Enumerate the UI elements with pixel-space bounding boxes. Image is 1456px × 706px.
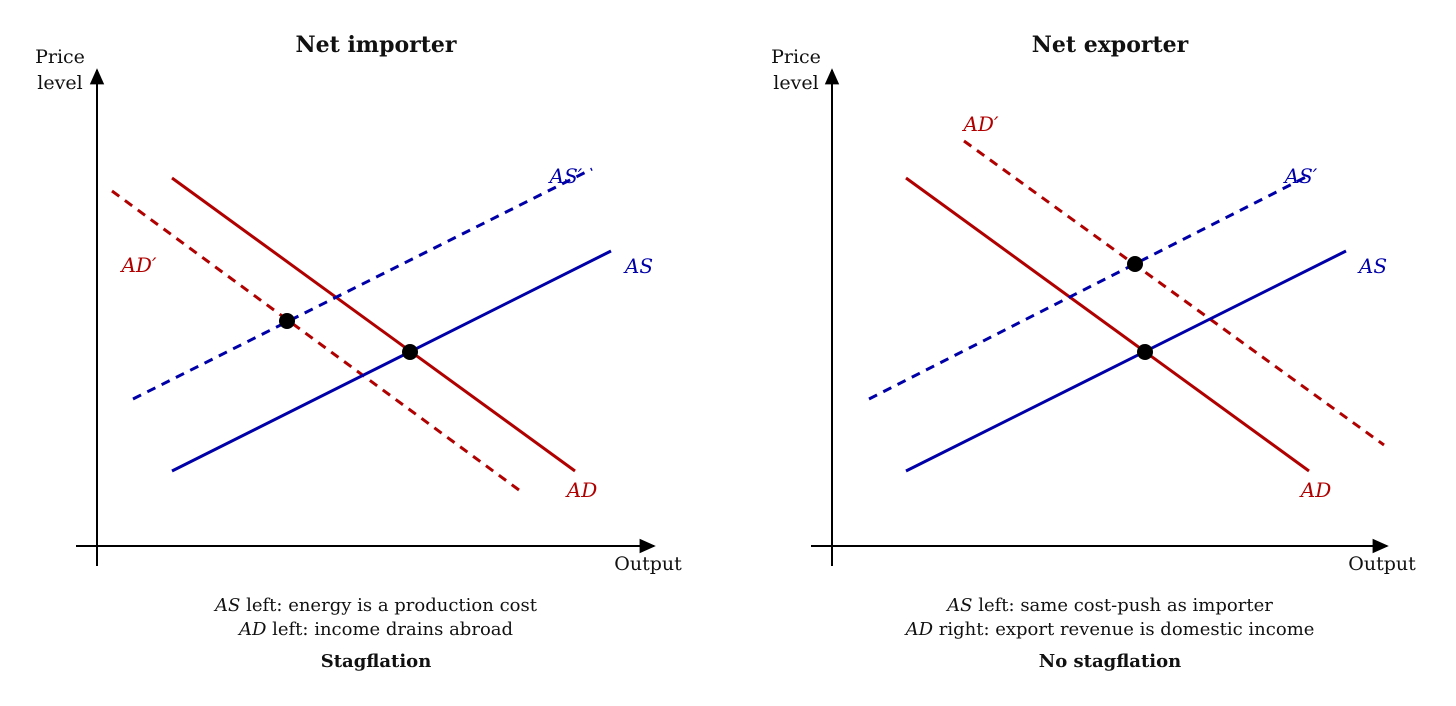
caption-var: AS bbox=[945, 595, 972, 616]
panel-title: Net importer bbox=[296, 32, 457, 58]
caption-line1: AS left: energy is a production cost bbox=[213, 595, 538, 616]
as-label: AS bbox=[623, 254, 653, 278]
equilibrium-point-initial bbox=[1137, 344, 1153, 360]
caption-line1: AS left: same cost-push as importer bbox=[945, 595, 1273, 616]
panel-title: Net exporter bbox=[1032, 32, 1189, 58]
equilibrium-point-new bbox=[1127, 256, 1143, 272]
panel-importer: Net importer Price level Output AS′ AS A… bbox=[35, 32, 682, 672]
ad-curve bbox=[905, 176, 1310, 473]
equilibrium-point-initial bbox=[402, 344, 418, 360]
caption-text: left: energy is a production cost bbox=[240, 595, 537, 616]
ad-shifted-label: AD′ bbox=[119, 253, 156, 277]
caption-line2: AD right: export revenue is domestic inc… bbox=[904, 619, 1315, 640]
verdict: Stagflation bbox=[321, 651, 432, 672]
ad-shifted-curve bbox=[111, 189, 520, 492]
y-axis-label-line2: level bbox=[773, 72, 818, 94]
panel-exporter: Net exporter Price level Output AS′ AS A… bbox=[771, 32, 1416, 672]
ad-shifted-label: AD′ bbox=[961, 112, 998, 136]
caption-line2: AD left: income drains abroad bbox=[237, 619, 513, 640]
as-shifted-curve bbox=[868, 175, 1307, 401]
ad-label: AD bbox=[565, 478, 597, 502]
as-curve bbox=[905, 249, 1347, 473]
x-axis-label: Output bbox=[1348, 553, 1416, 575]
y-axis-label-line1: Price bbox=[35, 46, 85, 68]
x-axis-label: Output bbox=[614, 553, 682, 575]
caption-var: AD bbox=[237, 619, 267, 640]
as-curve bbox=[171, 249, 612, 473]
ad-shifted-curve bbox=[963, 139, 1385, 447]
caption-text: left: income drains abroad bbox=[266, 619, 513, 640]
ad-label: AD bbox=[1299, 478, 1331, 502]
caption-var: AD bbox=[904, 619, 934, 640]
y-axis-label-line2: level bbox=[37, 72, 82, 94]
ad-curve bbox=[171, 176, 576, 473]
caption-text: left: same cost-push as importer bbox=[973, 595, 1274, 616]
verdict: No stagflation bbox=[1039, 651, 1181, 672]
as-shifted-curve bbox=[132, 167, 593, 401]
equilibrium-point-new bbox=[279, 313, 295, 329]
as-label: AS bbox=[1357, 254, 1387, 278]
y-axis-label-line1: Price bbox=[771, 46, 821, 68]
as-shifted-label: AS′ bbox=[1283, 164, 1318, 188]
as-shifted-label: AS′ bbox=[548, 164, 583, 188]
caption-text: right: export revenue is domestic income bbox=[933, 619, 1314, 640]
caption-var: AS bbox=[213, 595, 240, 616]
